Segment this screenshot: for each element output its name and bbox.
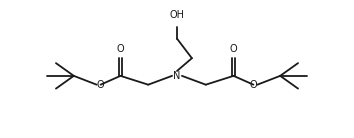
Text: OH: OH bbox=[170, 10, 184, 20]
Text: O: O bbox=[250, 80, 257, 90]
Text: O: O bbox=[97, 80, 104, 90]
Text: N: N bbox=[173, 71, 181, 81]
Text: O: O bbox=[230, 44, 238, 54]
Text: O: O bbox=[116, 44, 124, 54]
